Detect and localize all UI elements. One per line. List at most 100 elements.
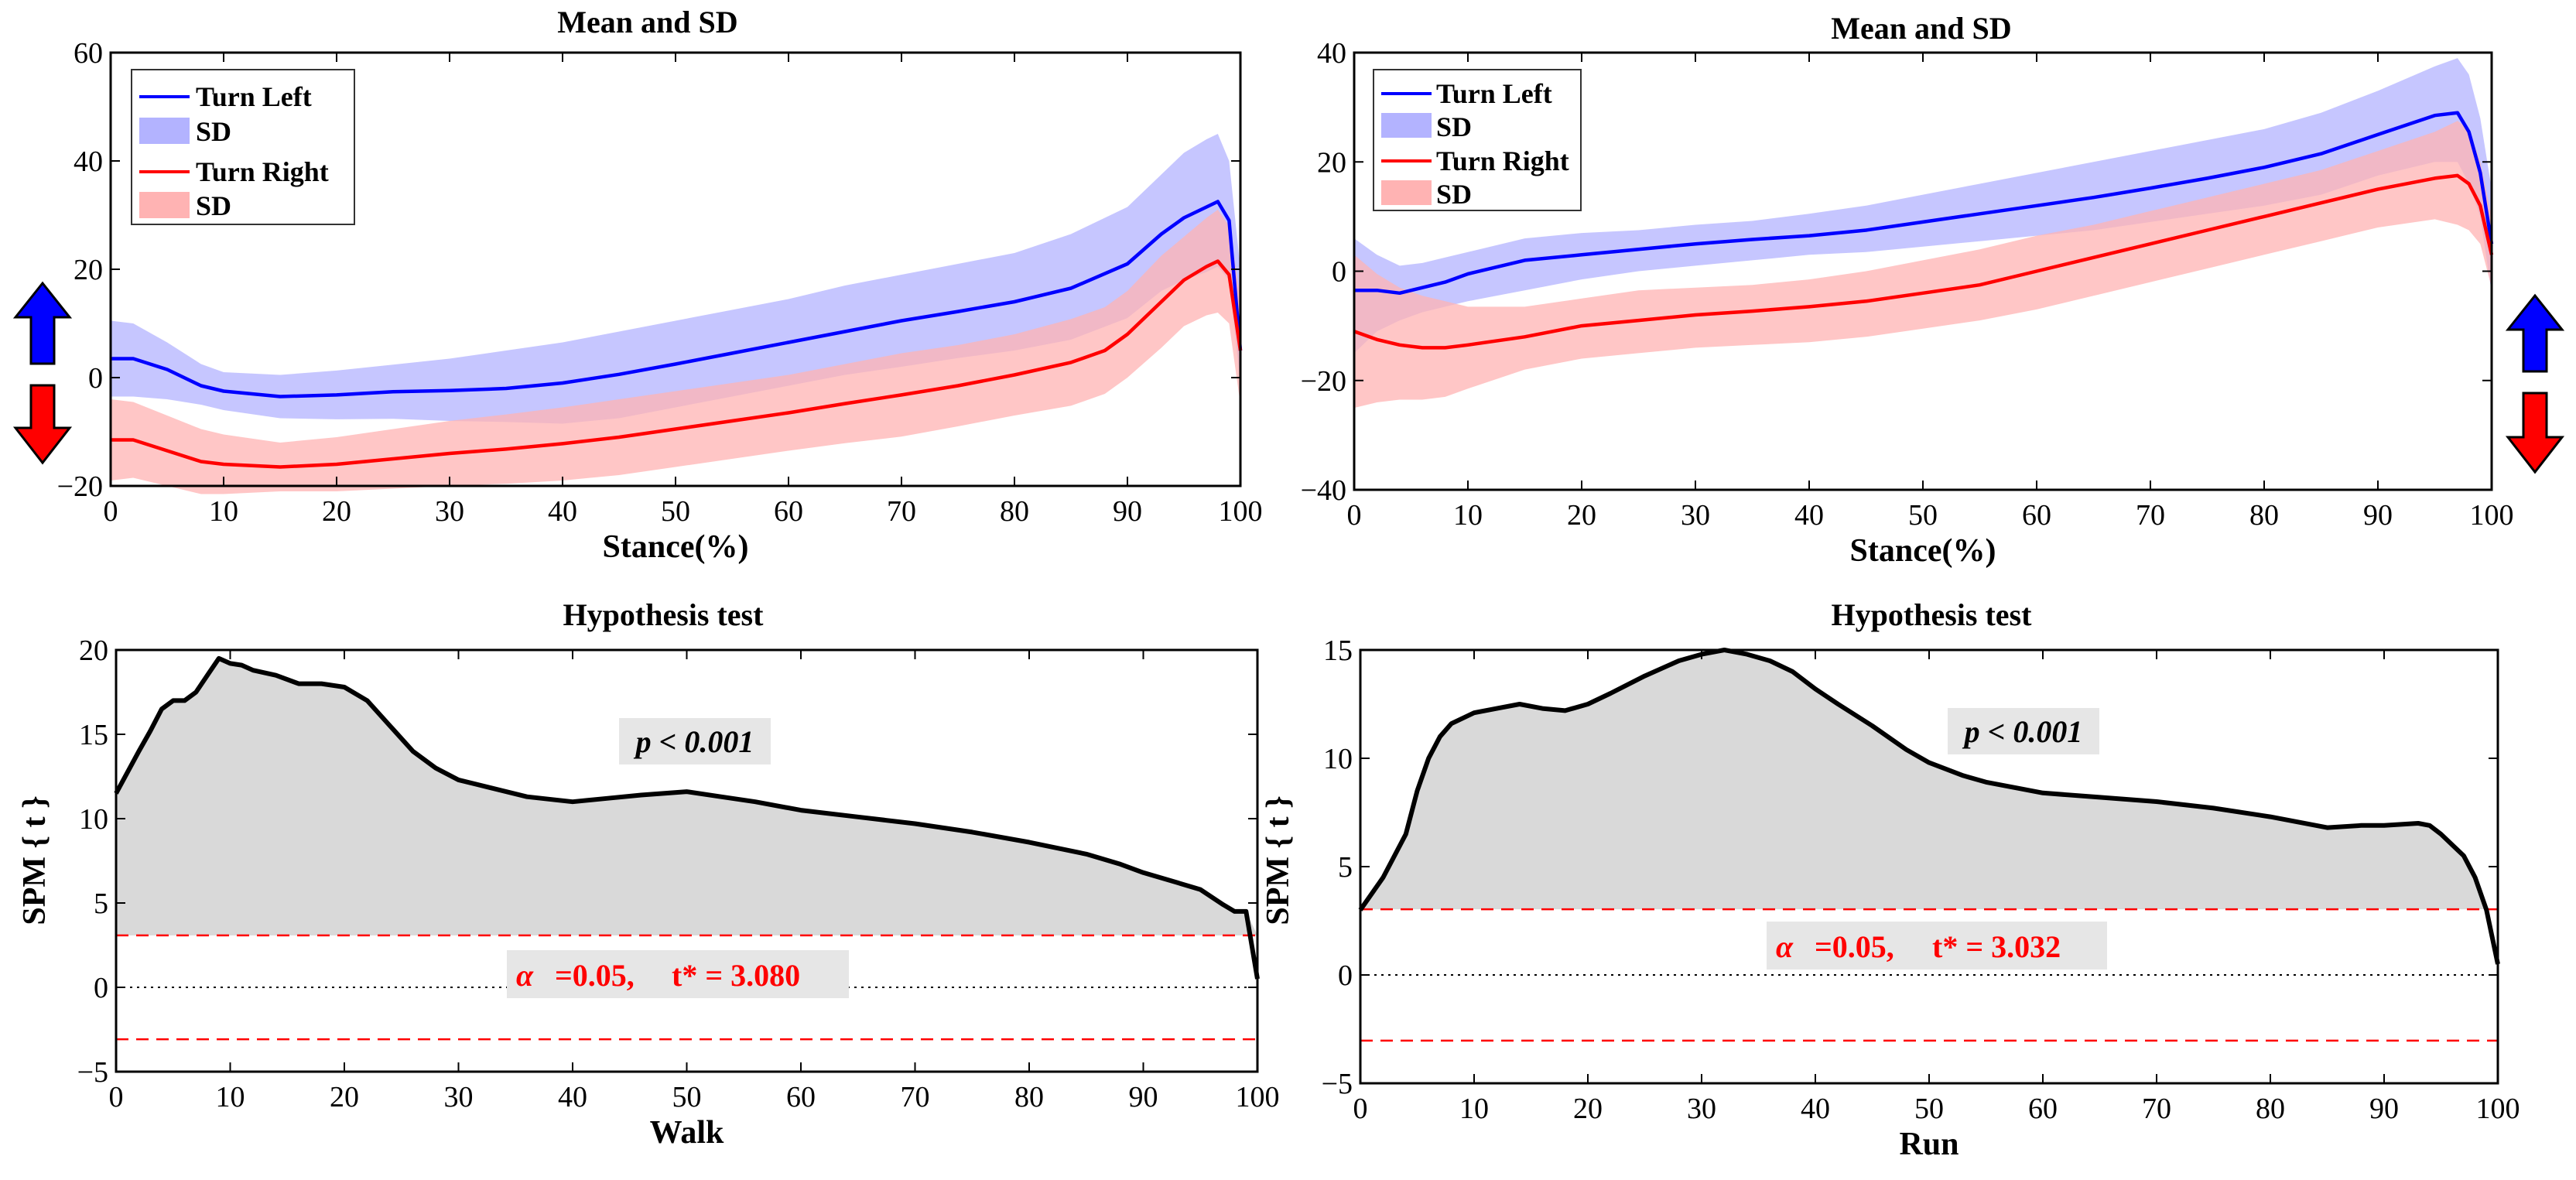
run-mean-sd-ytick-label: 0 <box>1332 256 1346 289</box>
walk-hypothesis-title: Hypothesis test <box>563 597 765 632</box>
walk-mean-sd-xtick-label: 50 <box>661 495 690 528</box>
run-hypothesis-xlabel: Run <box>1899 1127 1959 1162</box>
run-p-label-bg <box>1948 708 2099 754</box>
walk-mean-sd-ytick-label: 20 <box>74 254 103 286</box>
walk-p-label-bg <box>619 718 771 764</box>
walk-mean-sd-turn-right-mean-line <box>111 259 1243 469</box>
walk-mean-sd-xtick-label: 40 <box>548 495 577 528</box>
run-hypothesis-axes <box>1359 648 2499 1085</box>
walk-mean-sd-xtick-label: 90 <box>1113 495 1142 528</box>
walk-hypothesis-xlabel: Walk <box>650 1115 724 1151</box>
run-mean-sd-xlabel: Stance(%) <box>1850 533 1996 569</box>
walk-legend-sd-right-label: SD <box>196 190 231 221</box>
walk-alpha-value: =0.05, <box>555 958 635 993</box>
run-hypothesis-xtick-label: 10 <box>1459 1093 1489 1125</box>
run-mean-sd-xtick-label: 10 <box>1453 499 1483 532</box>
run-mean-sd-turn-right-sd-band <box>1354 121 2492 409</box>
run-mean-sd-xtick-label: 20 <box>1567 499 1596 532</box>
walk-mean-sd-ytick-label: 0 <box>88 362 103 395</box>
run-legend: Turn Left SD Turn Right SD <box>1373 69 1582 211</box>
walk-mean-sd-ytick-label: 40 <box>74 145 103 178</box>
run-mean-sd-turn-right-mean-line <box>1353 173 2494 350</box>
walk-mean-sd-xtick-label: 100 <box>1219 495 1263 528</box>
run-hypothesis-ylabel: SPM { t } <box>1261 795 1296 925</box>
run-mean-sd-turn-left-sd-band <box>1354 58 2492 354</box>
walk-hypothesis-xtick-label: 40 <box>558 1081 587 1113</box>
walk-hypothesis-xtick-label: 70 <box>901 1081 930 1113</box>
walk-mean-sd-title: Mean and SD <box>557 5 737 39</box>
walk-hypothesis-ytick-label: 20 <box>79 634 108 667</box>
walk-mean-sd-ytick-label: −20 <box>57 470 103 503</box>
run-hypothesis-xtick-label: 90 <box>2369 1093 2399 1125</box>
walk-mean-sd-turn-right-sd-band <box>111 210 1240 494</box>
walk-mean-sd-turn-left-mean-line <box>111 200 1243 398</box>
walk-hypothesis-axes <box>115 648 1259 1073</box>
run-mean-sd-xtick-label: 50 <box>1908 499 1938 532</box>
walk-hypothesis-xtick-label: 30 <box>444 1081 474 1113</box>
walk-mean-sd-axes <box>109 51 1242 487</box>
walk-tstar-value: t* = 3.080 <box>672 958 800 993</box>
run-mean-sd-ytick-label: −40 <box>1301 474 1346 507</box>
run-legend-sd-left-swatch <box>1381 113 1432 138</box>
walk-down-arrow-icon <box>12 384 73 465</box>
walk-hypothesis-xtick-label: 90 <box>1129 1081 1158 1113</box>
run-mean-sd-xtick-label: 60 <box>2022 499 2051 532</box>
walk-hypothesis-ytick-label: −5 <box>77 1056 108 1089</box>
run-hypothesis-title: Hypothesis test <box>1832 597 2033 632</box>
run-legend-sd-left-label: SD <box>1436 111 1472 142</box>
walk-mean-sd-xlabel: Stance(%) <box>603 529 749 565</box>
run-legend-turn-right-label: Turn Right <box>1436 145 1569 176</box>
run-hypothesis-ytick-label: 5 <box>1338 851 1353 884</box>
walk-mean-sd-xtick-label: 20 <box>322 495 351 528</box>
run-hypothesis-xtick-label: 30 <box>1687 1093 1716 1125</box>
run-mean-sd-ytick-label: 20 <box>1317 146 1346 179</box>
walk-hypothesis-xtick-label: 60 <box>786 1081 816 1113</box>
walk-hypothesis-xtick-label: 100 <box>1236 1081 1280 1113</box>
walk-legend: Turn Left SD Turn Right SD <box>131 69 355 225</box>
walk-threshold-label-bg <box>507 950 849 998</box>
walk-hypothesis-ylabel: SPM { t } <box>17 795 53 925</box>
run-mean-sd-ytick-label: 40 <box>1317 37 1346 70</box>
run-mean-sd-chart: Mean and SD 0 10 20 30 40 50 60 70 80 90 100 −40 −20… <box>1301 11 2565 569</box>
walk-hypothesis-spm-curve <box>114 655 1260 980</box>
run-threshold-label-bg <box>1767 922 2107 970</box>
run-hypothesis-xtick-label: 0 <box>1353 1093 1368 1125</box>
walk-legend-sd-right-swatch <box>139 192 190 218</box>
walk-mean-sd-xtick-label: 10 <box>209 495 238 528</box>
run-alpha-symbol: α <box>1776 929 1794 964</box>
walk-legend-turn-right-label: Turn Right <box>196 156 329 187</box>
run-legend-turn-left-label: Turn Left <box>1436 78 1552 109</box>
run-hypothesis-xtick-label: 40 <box>1801 1093 1830 1125</box>
walk-hypothesis-ytick-label: 15 <box>79 719 108 751</box>
walk-legend-sd-left-swatch <box>139 118 190 144</box>
walk-hypothesis-suprathreshold-area <box>116 658 1257 935</box>
run-mean-sd-turn-left-mean-line <box>1354 111 2494 296</box>
walk-hypothesis-xtick-label: 0 <box>109 1081 124 1113</box>
walk-mean-sd-xtick-label: 0 <box>104 495 118 528</box>
run-p-value-label: p < 0.001 <box>1962 714 2083 749</box>
run-mean-sd-xtick-label: 40 <box>1794 499 1824 532</box>
run-mean-sd-ytick-label: −20 <box>1301 365 1346 398</box>
run-tstar-value: t* = 3.032 <box>1932 929 2061 964</box>
walk-hypothesis-xtick-label: 10 <box>216 1081 245 1113</box>
run-hypothesis-xtick-label: 20 <box>1573 1093 1603 1125</box>
run-mean-sd-axes <box>1353 51 2493 491</box>
walk-alpha-symbol: α <box>516 958 534 993</box>
run-legend-sd-right-swatch <box>1381 180 1432 205</box>
walk-hypothesis-ytick-label: 10 <box>79 803 108 836</box>
walk-p-value-label: p < 0.001 <box>634 724 754 759</box>
run-mean-sd-xtick-label: 70 <box>2136 499 2165 532</box>
run-hypothesis-ytick-label: 0 <box>1338 959 1353 992</box>
walk-hypothesis-xtick-label: 50 <box>672 1081 702 1113</box>
walk-mean-sd-xtick-label: 70 <box>887 495 916 528</box>
run-hypothesis-spm-curve <box>1358 648 2500 965</box>
run-mean-sd-xtick-label: 0 <box>1347 499 1362 532</box>
walk-mean-sd-chart: Mean and SD 0 10 20 30 40 50 60 70 80 90 100−20020… <box>12 5 1263 565</box>
run-mean-sd-xtick-label: 30 <box>1681 499 1710 532</box>
run-mean-sd-xtick-label: 80 <box>2249 499 2279 532</box>
run-hypothesis-ytick-label: 15 <box>1323 634 1353 667</box>
walk-hypothesis-ytick-label: 0 <box>94 972 108 1004</box>
run-hypothesis-ytick-label: −5 <box>1322 1068 1353 1100</box>
run-down-arrow-icon <box>2505 392 2565 474</box>
